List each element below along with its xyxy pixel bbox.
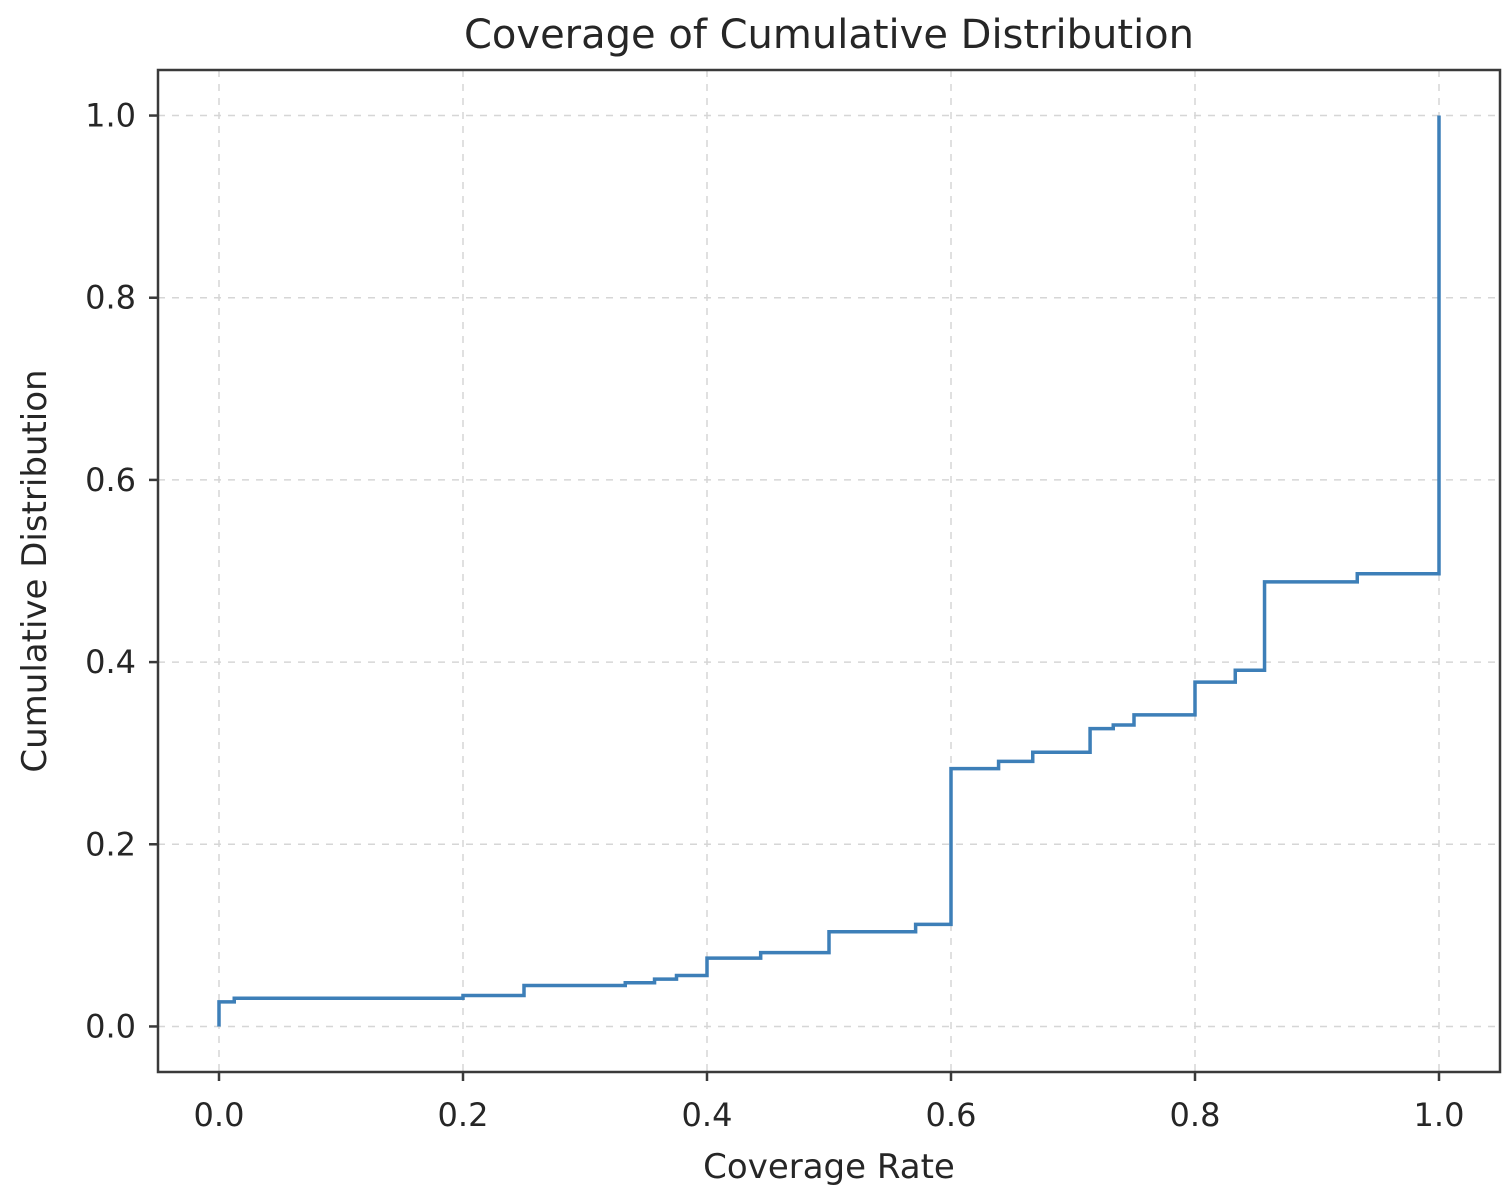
cdf-step-line [217,115,1441,1027]
grid-lines [158,70,1500,1072]
y-tick-label: 1.0 [85,97,136,135]
x-tick-label: 1.0 [1414,1096,1465,1134]
series-layer [217,115,1441,1027]
x-tick-label: 0.6 [926,1096,977,1134]
x-tick-label: 0.0 [194,1096,245,1134]
y-tick-label: 0.6 [85,461,136,499]
x-tick-label: 0.2 [438,1096,489,1134]
y-tick-label: 0.2 [85,825,136,863]
x-axis-label: Coverage Rate [703,1147,955,1187]
plot-frame [156,68,1502,1074]
x-tick-label: 0.4 [682,1096,733,1134]
x-axis-ticks: 0.0 0.2 0.4 0.6 0.8 1.0 [194,1072,1465,1134]
y-tick-label: 0.4 [85,643,136,681]
x-tick-label: 0.8 [1170,1096,1221,1134]
y-axis-label: Cumulative Distribution [15,369,55,772]
y-tick-label: 0.8 [85,279,136,317]
chart-title: Coverage of Cumulative Distribution [464,12,1194,58]
y-axis-ticks: 0.0 0.2 0.4 0.6 0.8 1.0 [85,97,158,1045]
y-tick-label: 0.0 [85,1007,136,1045]
